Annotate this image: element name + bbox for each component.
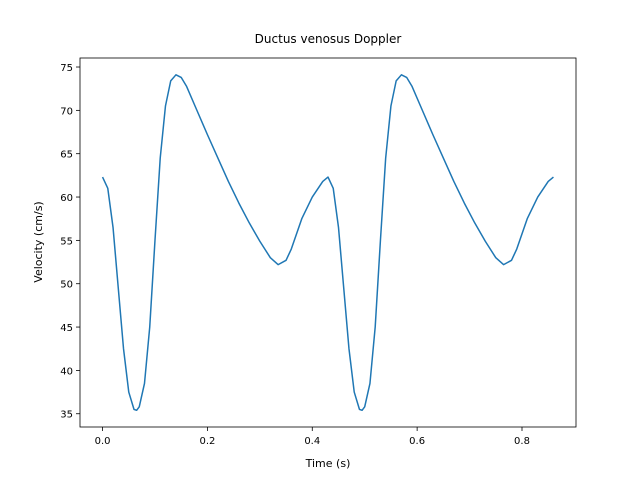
- x-tick-label: 0.2: [199, 436, 215, 447]
- y-tick-label: 40: [60, 366, 73, 377]
- line-series: [101, 74, 554, 412]
- x-tick-label: 0.4: [304, 436, 320, 447]
- y-axis-label: Velocity (cm/s): [32, 201, 45, 282]
- chart-title: Ductus venosus Doppler: [255, 32, 402, 46]
- x-axis-label: Time (s): [305, 457, 351, 470]
- plot-frame: [79, 57, 577, 428]
- y-tick-label: 75: [60, 63, 73, 74]
- y-tick-label: 50: [60, 280, 73, 291]
- x-tick-label: 0.0: [95, 436, 111, 447]
- x-tick-label: 0.8: [514, 436, 530, 447]
- y-tick-label: 45: [60, 323, 73, 334]
- y-tick-label: 55: [60, 236, 73, 247]
- y-tick-label: 35: [60, 410, 73, 421]
- y-tick-label: 70: [60, 106, 73, 117]
- y-tick-label: 60: [60, 193, 73, 204]
- x-tick-label: 0.6: [409, 436, 425, 447]
- y-tick-label: 65: [60, 150, 73, 161]
